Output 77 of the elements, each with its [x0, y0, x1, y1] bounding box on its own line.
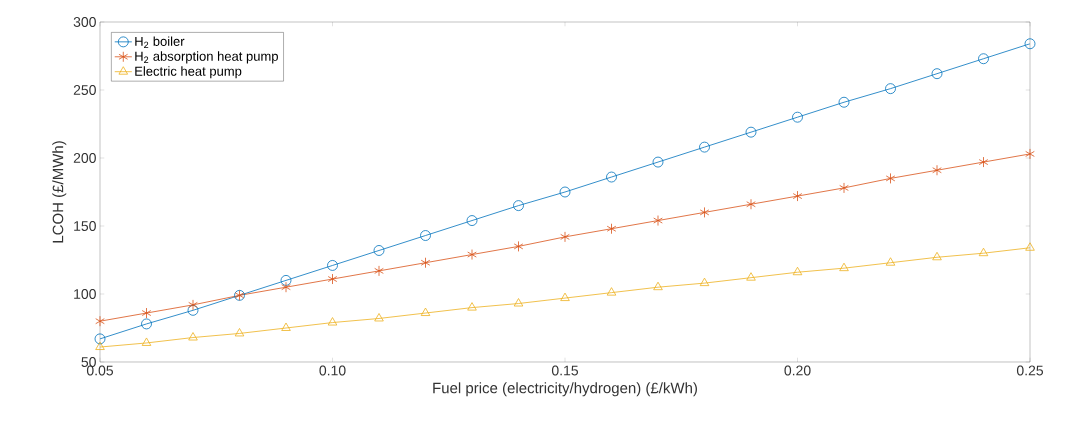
- y-tick-label: 100: [74, 289, 96, 299]
- point: [978, 247, 989, 257]
- point: [420, 307, 431, 316]
- y-tick-label: 300: [73, 17, 96, 27]
- point: [560, 292, 570, 301]
- point: [932, 251, 942, 261]
- point: [281, 281, 291, 293]
- point: [652, 156, 664, 168]
- point: [280, 275, 292, 286]
- point: [1024, 38, 1036, 50]
- y-tick-label: 50: [81, 357, 96, 367]
- legend-label: H$_{2}$ absorption heat pump: [135, 51, 278, 64]
- point: [188, 332, 198, 341]
- point: [745, 126, 757, 138]
- point: [234, 328, 245, 337]
- y-tick-label: 250: [73, 85, 96, 95]
- point: [94, 333, 106, 345]
- point: [95, 315, 105, 327]
- point: [978, 156, 989, 168]
- point: [978, 53, 989, 65]
- y-tick-label: 150: [74, 221, 96, 231]
- point: [746, 198, 756, 210]
- point: [839, 182, 849, 194]
- x-tick-label: 0.25: [1016, 365, 1044, 376]
- point: [792, 266, 803, 276]
- x-axis-title: Fuel price (electricity/hydrogen) (£/kWh): [433, 382, 697, 397]
- y-tick-label: 200: [73, 153, 96, 163]
- point: [606, 223, 617, 235]
- point: [931, 68, 943, 80]
- point: [1025, 148, 1035, 160]
- point: [746, 272, 756, 281]
- point: [467, 302, 477, 311]
- point: [699, 141, 710, 153]
- point: [281, 322, 291, 331]
- point: [885, 83, 896, 95]
- point: [188, 299, 198, 311]
- point: [699, 277, 710, 287]
- point: [560, 231, 570, 243]
- point: [559, 186, 571, 198]
- point: [141, 307, 152, 319]
- x-tick-label: 0.15: [551, 365, 579, 376]
- point: [653, 281, 663, 291]
- point: [374, 313, 384, 322]
- point: [420, 230, 431, 241]
- point: [792, 111, 803, 123]
- point: [513, 200, 524, 211]
- point: [839, 262, 849, 272]
- point: [187, 304, 199, 316]
- point: [141, 318, 152, 330]
- x-tick-label: 0.10: [319, 365, 346, 376]
- point: [699, 207, 710, 218]
- point: [141, 337, 152, 346]
- point: [1025, 242, 1035, 251]
- point: [420, 257, 431, 269]
- legend-label: Electric heat pump: [135, 66, 242, 79]
- legend-label: H$_{2}$ boiler: [135, 36, 185, 49]
- point: [327, 273, 338, 285]
- point: [885, 173, 896, 184]
- point: [885, 257, 896, 266]
- point: [606, 287, 617, 296]
- point: [327, 317, 338, 326]
- point: [374, 265, 384, 277]
- y-axis-title: LCOH (£/MWh): [52, 141, 67, 243]
- point: [466, 215, 478, 226]
- point: [467, 249, 477, 260]
- point: [95, 341, 105, 350]
- point: [606, 171, 617, 183]
- x-tick-label: 0.20: [784, 365, 811, 376]
- point: [327, 260, 338, 271]
- x-tick-label: 0.05: [86, 365, 114, 376]
- point: [653, 215, 663, 226]
- point: [838, 96, 850, 108]
- point: [792, 190, 803, 202]
- point: [513, 241, 524, 252]
- point: [932, 164, 942, 176]
- point: [373, 245, 385, 256]
- point: [513, 298, 524, 307]
